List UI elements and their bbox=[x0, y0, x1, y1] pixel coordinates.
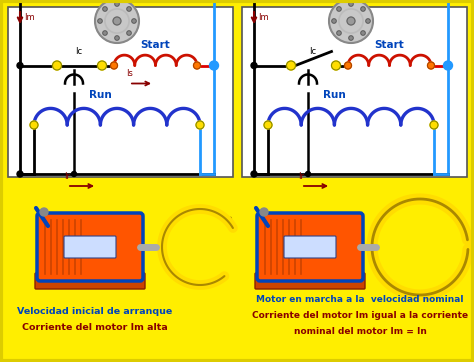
Circle shape bbox=[264, 121, 272, 129]
Circle shape bbox=[53, 61, 62, 70]
Circle shape bbox=[349, 2, 353, 6]
Circle shape bbox=[286, 61, 295, 70]
Circle shape bbox=[30, 121, 38, 129]
Circle shape bbox=[17, 63, 23, 68]
Text: Run: Run bbox=[323, 90, 346, 100]
Text: N: N bbox=[217, 0, 226, 4]
Circle shape bbox=[127, 31, 131, 35]
Text: Run: Run bbox=[89, 90, 111, 100]
Circle shape bbox=[72, 172, 76, 177]
Circle shape bbox=[337, 31, 341, 35]
Circle shape bbox=[40, 208, 48, 216]
Circle shape bbox=[17, 171, 23, 177]
Circle shape bbox=[349, 36, 353, 40]
Text: L1: L1 bbox=[237, 0, 251, 4]
Text: Im: Im bbox=[24, 13, 35, 21]
Text: Start: Start bbox=[141, 39, 170, 50]
Text: Start: Start bbox=[374, 39, 404, 50]
FancyBboxPatch shape bbox=[257, 213, 363, 281]
Circle shape bbox=[428, 62, 435, 69]
Circle shape bbox=[251, 171, 257, 177]
Circle shape bbox=[331, 61, 340, 70]
Circle shape bbox=[115, 2, 119, 6]
Circle shape bbox=[329, 0, 373, 43]
Circle shape bbox=[103, 7, 107, 11]
Text: Ir: Ir bbox=[64, 172, 70, 181]
Circle shape bbox=[98, 61, 107, 70]
Circle shape bbox=[332, 19, 336, 23]
Text: N: N bbox=[451, 0, 460, 4]
Text: L1: L1 bbox=[3, 0, 17, 4]
Circle shape bbox=[193, 62, 201, 69]
Circle shape bbox=[347, 17, 355, 25]
FancyBboxPatch shape bbox=[284, 236, 336, 258]
FancyBboxPatch shape bbox=[8, 7, 233, 177]
Circle shape bbox=[103, 31, 107, 35]
Text: Ic: Ic bbox=[310, 46, 317, 55]
Circle shape bbox=[366, 19, 370, 23]
Circle shape bbox=[337, 7, 341, 11]
Text: Velocidad inicial de arranque: Velocidad inicial de arranque bbox=[18, 307, 173, 316]
Text: Is: Is bbox=[126, 70, 133, 79]
Circle shape bbox=[132, 19, 136, 23]
Circle shape bbox=[260, 208, 268, 216]
Circle shape bbox=[444, 61, 453, 70]
Circle shape bbox=[196, 121, 204, 129]
FancyBboxPatch shape bbox=[37, 213, 143, 281]
Circle shape bbox=[127, 7, 131, 11]
Circle shape bbox=[430, 121, 438, 129]
Circle shape bbox=[113, 17, 121, 25]
Text: nominal del motor Im = In: nominal del motor Im = In bbox=[293, 328, 427, 337]
Text: Ir: Ir bbox=[298, 172, 304, 181]
FancyBboxPatch shape bbox=[64, 236, 116, 258]
FancyBboxPatch shape bbox=[255, 273, 365, 289]
Circle shape bbox=[95, 0, 139, 43]
Circle shape bbox=[345, 62, 352, 69]
Circle shape bbox=[110, 62, 118, 69]
Circle shape bbox=[361, 7, 365, 11]
Text: Corriente del motor Im alta: Corriente del motor Im alta bbox=[22, 324, 168, 333]
Circle shape bbox=[251, 63, 257, 68]
FancyBboxPatch shape bbox=[242, 7, 467, 177]
Circle shape bbox=[98, 19, 102, 23]
Text: Corriente del motor Im igual a la corriente: Corriente del motor Im igual a la corrie… bbox=[252, 311, 468, 320]
Circle shape bbox=[306, 172, 310, 177]
Text: Ic: Ic bbox=[75, 46, 82, 55]
FancyBboxPatch shape bbox=[35, 273, 145, 289]
Circle shape bbox=[115, 36, 119, 40]
Text: Im: Im bbox=[258, 13, 269, 21]
Circle shape bbox=[361, 31, 365, 35]
Circle shape bbox=[210, 61, 219, 70]
Text: Motor en marcha a la  velocidad nominal: Motor en marcha a la velocidad nominal bbox=[256, 295, 464, 304]
